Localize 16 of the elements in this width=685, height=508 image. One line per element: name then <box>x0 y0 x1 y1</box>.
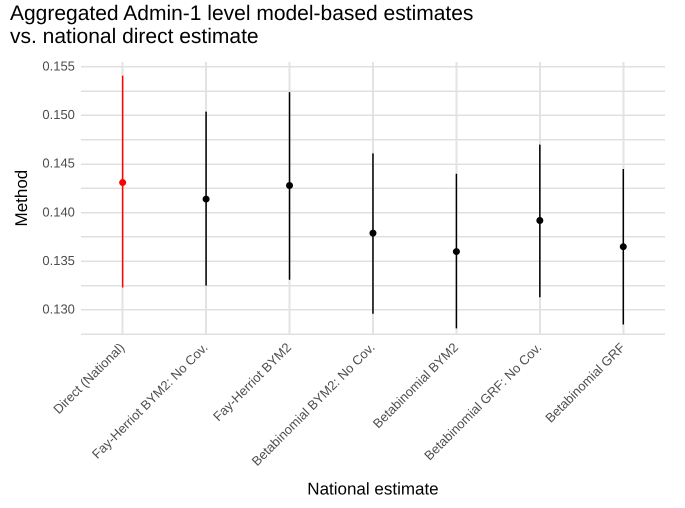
point <box>620 243 627 250</box>
point <box>119 179 126 186</box>
point <box>369 230 376 237</box>
y-axis-title: Method <box>12 170 31 226</box>
y-tick-label: 0.130 <box>42 301 75 316</box>
chart-title: Aggregated Admin-1 level model-based estimates vs. national direct estimate <box>10 2 474 48</box>
point <box>202 196 210 203</box>
point <box>286 182 294 189</box>
point <box>452 248 460 256</box>
y-tick-label: 0.155 <box>42 58 75 74</box>
point <box>536 216 544 224</box>
y-tick-label: 0.145 <box>42 156 75 171</box>
y-tick-label: 0.140 <box>42 204 75 220</box>
y-tick-label: 0.150 <box>42 107 75 122</box>
x-axis-title: National estimate <box>307 479 439 498</box>
y-tick-label: 0.135 <box>42 252 75 268</box>
